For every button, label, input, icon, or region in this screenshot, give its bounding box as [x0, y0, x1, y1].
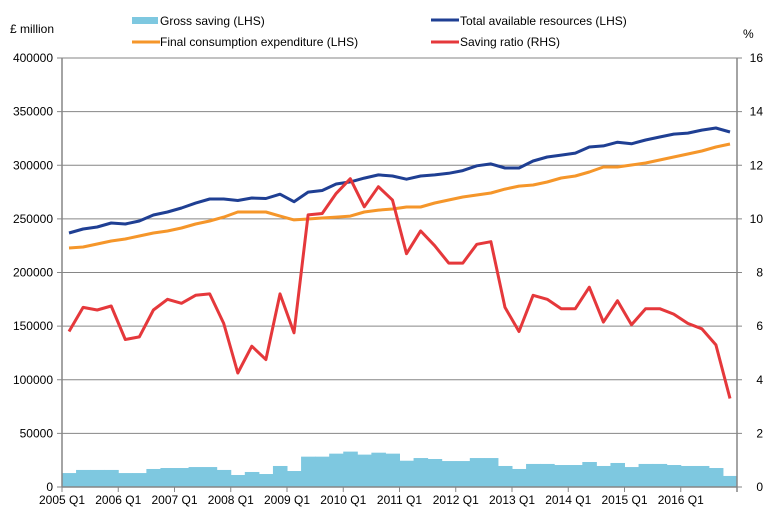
y-right-tick-label: 6 [756, 319, 763, 333]
bar-gross-saving [258, 474, 274, 487]
bar-gross-saving [610, 462, 625, 487]
bar-gross-saving [371, 452, 386, 487]
bar-gross-saving [343, 451, 358, 487]
legend-item-total-resources: Total available resources (LHS) [431, 14, 627, 28]
y-right-tick-label: 4 [756, 373, 763, 387]
bar-gross-saving [596, 465, 611, 487]
gridlines [62, 57, 737, 434]
bar-gross-saving [413, 458, 429, 487]
bar-gross-saving [582, 462, 597, 487]
bar-gross-saving [244, 471, 260, 487]
x-tick-label: 2015 Q1 [601, 493, 647, 507]
y-left-tick-label: 400000 [13, 51, 53, 65]
x-tick-label: 2011 Q1 [377, 493, 422, 507]
bars-gross-saving [62, 451, 738, 487]
series-lines [67, 126, 732, 399]
y-left-tick-label: 300000 [13, 158, 53, 172]
bar-gross-saving [287, 471, 302, 487]
bar-gross-saving [512, 468, 527, 487]
bar-gross-saving [329, 453, 344, 487]
bar-gross-saving [76, 469, 91, 487]
y-left-tick-label: 350000 [13, 105, 53, 119]
y-right-tick-label: 10 [750, 212, 764, 226]
x-tick-label: 2016 Q1 [658, 493, 704, 507]
bar-gross-saving [497, 465, 513, 487]
bar-gross-saving [174, 468, 190, 487]
bar-gross-saving [315, 456, 330, 487]
x-tick-label: 2014 Q1 [545, 493, 591, 507]
x-tick-label: 2012 Q1 [433, 493, 479, 507]
bar-gross-saving [554, 465, 569, 487]
y-left-tick-label: 150000 [13, 319, 53, 333]
bar-gross-saving [399, 460, 415, 487]
bar-gross-saving [385, 453, 400, 487]
y-right-tick-label: 16 [750, 51, 764, 65]
bar-gross-saving [272, 465, 288, 487]
bar-gross-saving [427, 459, 443, 487]
axes [57, 57, 742, 492]
line-final-consumption-expenditure [68, 142, 731, 250]
bar-gross-saving [62, 473, 77, 487]
bar-gross-saving [680, 465, 696, 487]
bar-gross-saving [483, 458, 499, 487]
legend-label-saving-ratio: Saving ratio (RHS) [460, 35, 560, 49]
y-left-tick-label: 50000 [20, 426, 54, 440]
bar-gross-saving [722, 475, 738, 487]
bar-gross-saving [188, 467, 204, 487]
bar-gross-saving [624, 467, 640, 487]
x-tick-label: 2006 Q1 [95, 493, 141, 507]
x-tick-label: 2008 Q1 [208, 493, 254, 507]
bar-gross-saving [540, 463, 555, 487]
bar-gross-saving [104, 469, 119, 487]
bar-gross-saving [568, 465, 583, 487]
x-tick-label: 2010 Q1 [320, 493, 366, 507]
bar-gross-saving [160, 468, 175, 487]
y-left-tick-label: 250000 [13, 212, 53, 226]
bar-gross-saving [357, 454, 372, 487]
bar-gross-saving [652, 463, 668, 487]
bar-gross-saving [118, 473, 133, 487]
bar-gross-saving [301, 456, 316, 487]
line-total-available-resources [68, 126, 731, 235]
legend-swatch-gross-saving [132, 17, 158, 24]
y-right-tick-label: 2 [756, 426, 763, 440]
bar-gross-saving [469, 458, 485, 487]
bar-gross-saving [638, 463, 654, 487]
x-tick-label: 2009 Q1 [264, 493, 310, 507]
line-saving-ratio [67, 177, 732, 399]
y-right-tick-label: 12 [750, 158, 764, 172]
legend-label-gross-saving: Gross saving (LHS) [160, 14, 265, 28]
bar-gross-saving [526, 463, 541, 487]
x-tick-label: 2013 Q1 [489, 493, 535, 507]
bar-gross-saving [90, 469, 105, 487]
y-right-tick-label: 14 [750, 105, 764, 119]
legend: Gross saving (LHS) Final consumption exp… [132, 14, 627, 49]
tick-labels: 0 50000 100000 150000 200000 250000 300000 3500… [13, 51, 763, 507]
legend-label-final-consumption: Final consumption expenditure (LHS) [160, 35, 358, 49]
y-axis-left-label: £ million [10, 22, 54, 36]
bar-gross-saving [455, 461, 471, 487]
x-tick-label: 2007 Q1 [151, 493, 197, 507]
legend-item-final-consumption: Final consumption expenditure (LHS) [132, 35, 358, 49]
bar-gross-saving [230, 474, 246, 487]
legend-item-saving-ratio: Saving ratio (RHS) [431, 35, 560, 49]
y-axis-right-label: % [743, 27, 754, 41]
bar-gross-saving [216, 469, 232, 487]
legend-label-total-resources: Total available resources (LHS) [460, 14, 627, 28]
legend-item-gross-saving: Gross saving (LHS) [132, 14, 265, 28]
y-left-tick-label: 0 [46, 480, 53, 494]
y-left-tick-label: 200000 [13, 266, 53, 280]
bar-gross-saving [441, 461, 457, 487]
bar-gross-saving [666, 465, 682, 487]
bar-gross-saving [694, 465, 710, 487]
y-left-tick-label: 100000 [13, 373, 53, 387]
y-right-tick-label: 0 [756, 480, 763, 494]
y-right-tick-label: 8 [756, 266, 763, 280]
bar-gross-saving [132, 473, 147, 487]
bar-gross-saving [708, 468, 724, 487]
bar-gross-saving [202, 467, 218, 487]
bar-gross-saving [146, 468, 161, 487]
x-tick-label: 2005 Q1 [39, 493, 85, 507]
